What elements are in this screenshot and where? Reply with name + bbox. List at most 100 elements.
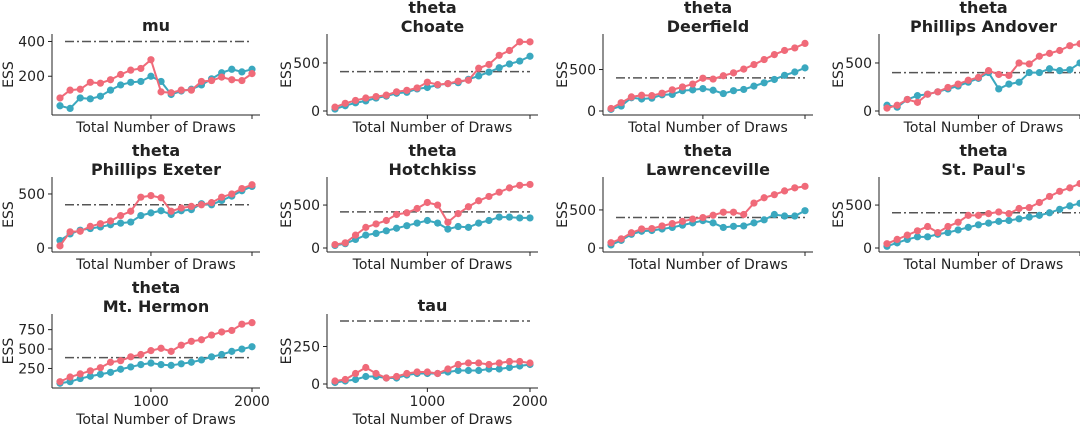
data-point (1035, 211, 1043, 219)
data-point (106, 86, 115, 94)
data-point (495, 188, 503, 196)
data-point (944, 222, 952, 231)
data-point (157, 360, 165, 369)
panel-title: Hotchkiss (388, 160, 476, 179)
data-point (423, 78, 431, 86)
data-point (157, 194, 165, 202)
data-point (760, 55, 768, 64)
data-point (444, 80, 452, 88)
panel-9: tau 0 250 1000 2000 Total Number of Draws ESS (279, 296, 548, 428)
y-tick-label: 500 (845, 56, 872, 72)
data-point (341, 239, 349, 247)
data-point (475, 359, 483, 367)
data-point (974, 73, 983, 81)
data-point (475, 64, 483, 72)
data-point (157, 88, 165, 96)
data-point (434, 369, 442, 378)
data-point (485, 192, 493, 201)
data-point (444, 225, 452, 233)
data-point (434, 219, 442, 227)
data-point (362, 372, 370, 381)
data-point (207, 76, 216, 85)
data-point (248, 319, 256, 327)
data-point (903, 231, 911, 239)
data-point (964, 211, 972, 219)
data-point (505, 46, 514, 55)
data-point (505, 213, 514, 221)
data-point (382, 216, 390, 225)
y-tick-label: 500 (18, 187, 45, 203)
data-point (117, 70, 125, 79)
data-point (475, 366, 483, 375)
data-point (147, 191, 155, 200)
data-point (729, 208, 738, 216)
data-point (218, 350, 226, 359)
data-point (331, 377, 339, 385)
data-point (1045, 209, 1054, 217)
data-point (56, 242, 64, 250)
data-point (392, 88, 401, 96)
panel-title: theta (132, 278, 180, 297)
data-point (372, 369, 380, 378)
data-point (984, 219, 993, 227)
x-axis-label: Total Number of Draws (627, 257, 788, 273)
data-point (341, 99, 349, 107)
data-point (780, 46, 789, 55)
data-point (362, 94, 370, 102)
data-point (516, 357, 524, 366)
data-point (147, 56, 155, 64)
panel-title: Phillips Exeter (91, 160, 221, 179)
y-tick-label: 400 (18, 34, 45, 50)
data-point (770, 210, 778, 219)
x-axis-label: Total Number of Draws (75, 120, 236, 136)
y-tick-label: 0 (311, 241, 320, 257)
data-point (1076, 199, 1080, 207)
data-point (218, 193, 226, 201)
data-point (485, 60, 493, 69)
data-point (638, 91, 646, 99)
data-point (526, 38, 534, 46)
data-point (638, 225, 646, 233)
data-point (750, 60, 758, 69)
data-point (780, 71, 789, 79)
x-axis-label: Total Number of Draws (75, 257, 236, 273)
y-axis-label: ESS (831, 61, 847, 88)
data-point (117, 219, 125, 227)
data-point (464, 359, 473, 367)
data-point (248, 70, 256, 78)
data-point (66, 86, 74, 94)
data-point (995, 70, 1003, 79)
data-point (627, 229, 636, 237)
panel-title: mu (142, 16, 170, 35)
data-point (801, 64, 809, 72)
data-point (954, 226, 962, 234)
data-point (1015, 78, 1023, 86)
data-point (658, 222, 666, 230)
data-point (167, 361, 175, 369)
data-point (505, 363, 514, 372)
data-point (750, 82, 758, 90)
y-tick-label: 250 (18, 361, 45, 377)
data-point (413, 84, 421, 92)
x-axis-label: Total Number of Draws (903, 257, 1064, 273)
data-point (218, 73, 226, 81)
y-tick-label: 0 (587, 241, 596, 257)
data-point (954, 218, 962, 226)
data-point (238, 68, 246, 76)
data-point (485, 216, 493, 225)
data-point (760, 216, 768, 224)
data-point (351, 369, 360, 378)
data-point (617, 99, 625, 107)
data-point (1015, 215, 1023, 223)
data-point (617, 235, 625, 243)
data-point (495, 365, 503, 373)
data-point (127, 353, 135, 361)
data-point (96, 79, 105, 87)
data-point (403, 209, 411, 217)
data-point (516, 181, 524, 189)
data-point (197, 201, 206, 209)
data-point (516, 57, 524, 65)
